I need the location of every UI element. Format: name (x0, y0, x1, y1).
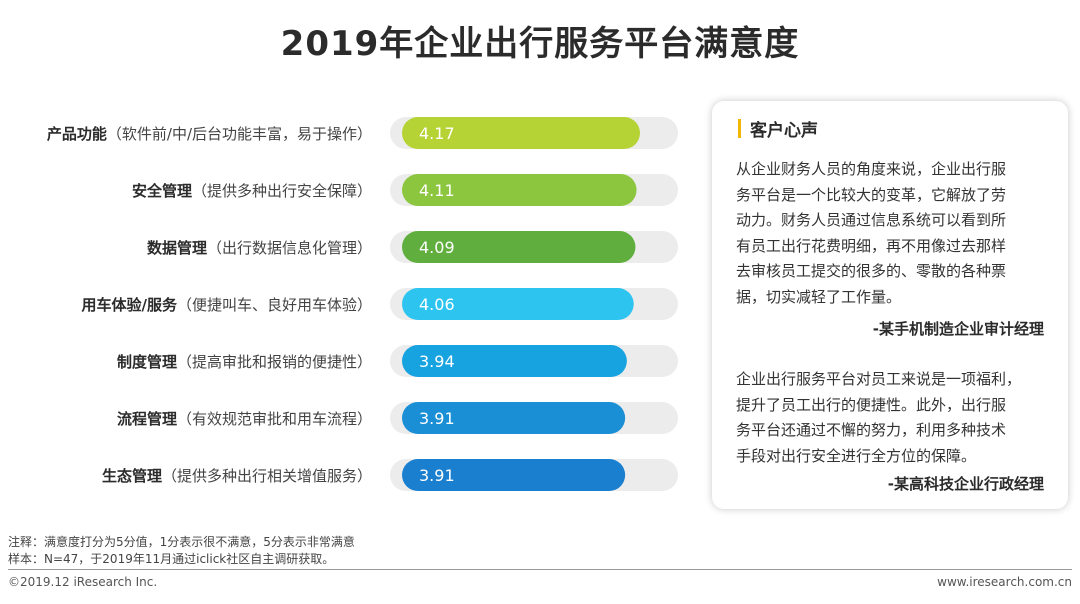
bar-value-label: 4.09 (419, 238, 455, 257)
bar-value-label: 3.91 (419, 466, 455, 485)
bar-value-label: 4.17 (419, 124, 455, 143)
note-sample: 样本：N=47，于2019年11月通过iclick社区自主调研获取。 (8, 552, 335, 566)
category-label: 用车体验/服务（便捷叫车、良好用车体验） (0, 294, 373, 315)
quote-line: 企业出行服务平台对员工来说是一项福利， (736, 370, 1022, 388)
bar (402, 288, 634, 320)
category-label: 产品功能（软件前/中/后台功能丰富，易于操作） (0, 123, 372, 144)
bar-value-label: 4.11 (419, 181, 455, 200)
category-note: （有效规范审批和用车流程） (176, 410, 372, 428)
quote-1-author: -某手机制造企业审计经理 (872, 320, 1044, 338)
category-name: 生态管理 (101, 467, 162, 485)
category-note: （提高审批和报销的便捷性） (176, 353, 372, 371)
bar-value-label: 4.06 (419, 295, 455, 314)
bar (402, 459, 626, 491)
card-heading: 客户心声 (750, 121, 818, 141)
footer-divider (8, 569, 1072, 570)
quote-line: 从企业财务人员的角度来说，企业出行服 (736, 160, 1007, 178)
note-scale: 注释：满意度打分为5分值，1分表示很不满意，5分表示非常满意 (8, 535, 355, 549)
quote-2: 企业出行服务平台对员工来说是一项福利， 提升了员工出行的便捷性。此外，出行服 务… (736, 367, 1048, 469)
category-note: （软件前/中/后台功能丰富，易于操作） (106, 125, 372, 143)
page-title: 2019年企业出行服务平台满意度 (280, 24, 800, 64)
category-name: 流程管理 (116, 410, 177, 428)
quote-line: 据，切实减轻了工作量。 (736, 287, 902, 306)
quote-line: 手段对出行安全进行全方位的保障。 (736, 446, 977, 465)
category-name: 制度管理 (116, 353, 177, 371)
bar-value-label: 3.91 (419, 409, 455, 428)
bar (402, 231, 636, 263)
quote-2-author: -某高科技企业行政经理 (887, 475, 1044, 493)
quote-1: 从企业财务人员的角度来说，企业出行服 务平台是一个比较大的变革，它解放了劳 动力… (736, 157, 1048, 310)
category-label: 制度管理（提高审批和报销的便捷性） (0, 351, 372, 372)
category-note: （便捷叫车、良好用车体验） (176, 296, 372, 314)
category-note: （提供多种出行相关增值服务） (161, 467, 372, 485)
bar (402, 402, 626, 434)
category-label: 数据管理（出行数据信息化管理） (0, 237, 372, 258)
bar (402, 117, 640, 149)
category-name: 安全管理 (131, 182, 192, 200)
quote-line: 务平台是一个比较大的变革，它解放了劳 (736, 185, 1007, 204)
category-label: 安全管理（提供多种出行安全保障） (0, 180, 372, 201)
quote-line: 务平台还通过不懈的努力，利用多种技术 (736, 421, 1007, 439)
website-text: www.iresearch.com.cn (937, 575, 1072, 589)
category-name: 产品功能 (46, 125, 107, 143)
quote-line: 去审核员工提交的很多的、零散的各种票 (736, 262, 1007, 280)
customer-voice-card: 客户心声 从企业财务人员的角度来说，企业出行服 务平台是一个比较大的变革，它解放… (712, 101, 1068, 509)
category-label: 流程管理（有效规范审批和用车流程） (0, 408, 372, 429)
category-name: 数据管理 (146, 239, 207, 257)
bar (402, 345, 627, 377)
bar (402, 174, 637, 206)
copyright-text: ©2019.12 iResearch Inc. (8, 575, 158, 589)
bar-value-label: 3.94 (419, 352, 455, 371)
category-label: 生态管理（提供多种出行相关增值服务） (0, 465, 372, 486)
category-note: （出行数据信息化管理） (206, 239, 372, 257)
quote-line: 有员工出行花费明细，再不用像过去那样 (736, 236, 1007, 255)
category-note: （提供多种出行安全保障） (191, 182, 372, 200)
quote-line: 提升了员工出行的便捷性。此外，出行服 (736, 395, 1007, 414)
category-name: 用车体验/服务 (81, 296, 177, 314)
accent-bar (738, 119, 741, 138)
quote-line: 动力。财务人员通过信息系统可以看到所 (736, 211, 1007, 229)
satisfaction-bar-chart: 4.17 4.11 4.09 4.06 3.94 3.91 3.91 (390, 117, 678, 491)
